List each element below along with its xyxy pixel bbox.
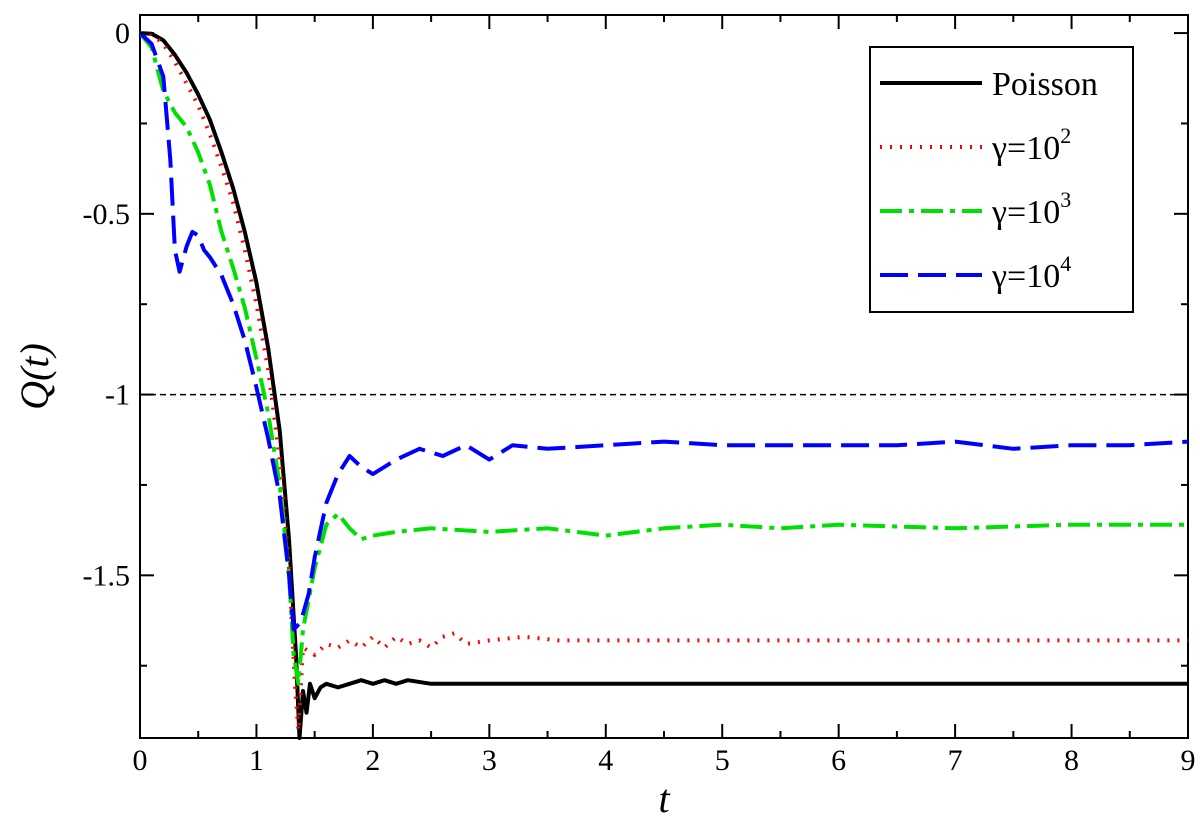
x-tick-label: 5 — [715, 744, 730, 777]
y-tick-label: 0 — [115, 17, 130, 50]
y-axis-title: Q(t) — [12, 343, 57, 410]
x-tick-label: 6 — [831, 744, 846, 777]
x-tick-label: 1 — [249, 744, 264, 777]
x-tick-label: 3 — [482, 744, 497, 777]
legend-box — [869, 46, 1134, 313]
legend-label-2: γ=103 — [991, 187, 1071, 231]
x-tick-label: 4 — [598, 744, 613, 777]
legend: Poisson γ=102 γ=103 γ=104 — [869, 46, 1134, 313]
y-tick-label: -0.5 — [83, 198, 131, 231]
x-tick-label: 0 — [133, 744, 148, 777]
series-layer — [138, 31, 1189, 740]
x-tick-label: 2 — [365, 744, 380, 777]
series-line-3 — [138, 31, 1189, 632]
x-tick-label: 7 — [948, 744, 963, 777]
y-tick-label: -1 — [105, 379, 130, 412]
y-tick-label: -1.5 — [83, 559, 131, 592]
x-axis-title: t — [658, 776, 670, 821]
legend-label-1: γ=102 — [991, 123, 1071, 167]
x-tick-label: 8 — [1064, 744, 1079, 777]
ticks-layer: 0 1 2 3 4 5 6 7 8 9 0 -0.5 -1 -1.5 — [83, 15, 1196, 777]
legend-label-0: Poisson — [992, 66, 1098, 103]
series-line-0 — [139, 31, 1188, 740]
x-tick-label: 9 — [1181, 744, 1196, 777]
legend-label-3: γ=104 — [991, 251, 1071, 295]
